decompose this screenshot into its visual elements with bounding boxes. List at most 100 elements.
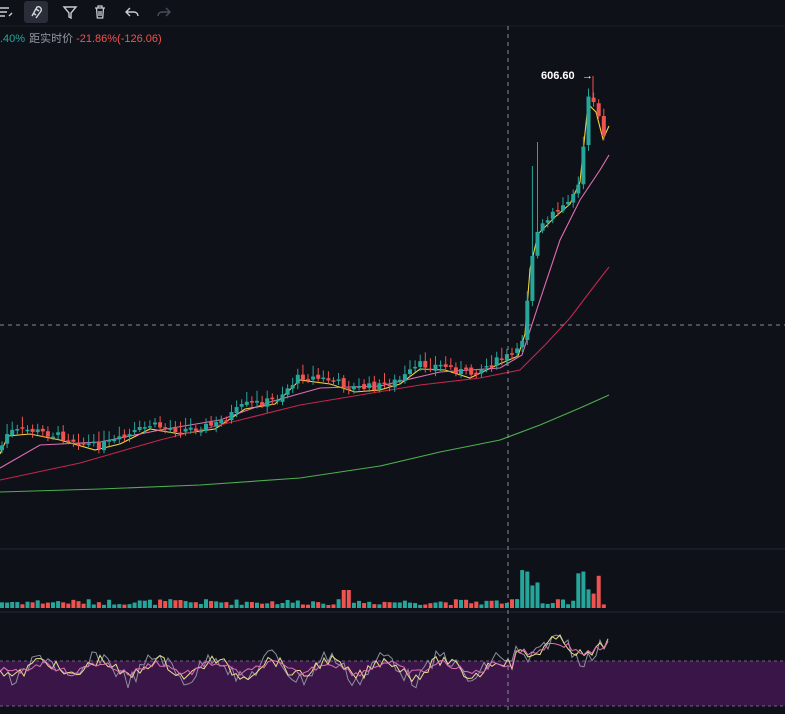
volume-bar bbox=[147, 599, 152, 608]
candle-body bbox=[530, 255, 535, 301]
candle-body bbox=[91, 441, 96, 444]
candle-body bbox=[377, 383, 382, 390]
volume-bar bbox=[392, 602, 397, 608]
volume-bar bbox=[132, 602, 137, 608]
volume-bar bbox=[285, 600, 290, 608]
volume-bar bbox=[351, 602, 356, 608]
volume-bar bbox=[596, 575, 601, 608]
volume-bar bbox=[35, 600, 40, 608]
candle-body bbox=[76, 443, 81, 446]
volume-bar bbox=[586, 589, 591, 608]
volume-bar bbox=[382, 601, 387, 608]
candle-body bbox=[484, 366, 489, 368]
change-percent: .40% bbox=[0, 33, 26, 45]
candle-body bbox=[535, 231, 540, 256]
volume-bar bbox=[576, 573, 581, 608]
volume-bar bbox=[535, 582, 540, 608]
distance-value: -21.86%(-126.06) bbox=[76, 33, 162, 45]
candle-body bbox=[86, 443, 91, 445]
volume-bar bbox=[117, 604, 122, 608]
volume-bar bbox=[402, 600, 407, 608]
volume-bar bbox=[397, 602, 402, 608]
candle-body bbox=[142, 427, 147, 429]
candle-body bbox=[367, 383, 372, 388]
volume-bar bbox=[331, 604, 336, 608]
candle-body bbox=[0, 445, 4, 451]
volume-bar bbox=[336, 599, 341, 608]
volume-bar bbox=[295, 600, 300, 608]
volume-bar bbox=[5, 602, 10, 608]
volume-bar bbox=[209, 601, 214, 608]
undo-icon[interactable] bbox=[120, 1, 144, 23]
volume-bar bbox=[280, 602, 285, 608]
volume-bar bbox=[158, 599, 163, 608]
volume-bar bbox=[188, 602, 193, 608]
filter-icon[interactable] bbox=[58, 1, 82, 23]
candle-body bbox=[132, 430, 137, 433]
volume-bar bbox=[168, 599, 173, 608]
volume-bar bbox=[25, 601, 30, 608]
candle-body bbox=[234, 407, 239, 413]
volume-bar bbox=[61, 602, 66, 608]
volume-bar bbox=[76, 601, 81, 608]
volume-bar bbox=[214, 601, 219, 608]
candle-body bbox=[270, 397, 275, 400]
distance-label: 距实时价 bbox=[29, 33, 74, 45]
volume-bar bbox=[504, 602, 509, 608]
volume-bar bbox=[408, 602, 412, 608]
volume-bar bbox=[137, 600, 142, 608]
candle-body bbox=[418, 361, 423, 367]
magnet-icon[interactable] bbox=[24, 1, 48, 23]
high-price-arrow: → bbox=[582, 70, 593, 82]
candle-body bbox=[601, 115, 606, 136]
volume-bar bbox=[448, 604, 453, 608]
candle-body bbox=[520, 340, 525, 348]
trash-icon[interactable] bbox=[88, 1, 112, 23]
candle-body bbox=[464, 367, 469, 370]
ma-fast-line bbox=[0, 102, 610, 455]
volume-bar bbox=[183, 601, 188, 608]
redo-icon bbox=[152, 1, 176, 23]
candle-body bbox=[163, 427, 168, 429]
candle-body bbox=[188, 427, 193, 430]
volume-bar bbox=[453, 599, 458, 608]
candle-body bbox=[61, 431, 66, 441]
volume-bar bbox=[346, 590, 351, 608]
volume-bar bbox=[112, 604, 117, 608]
candle-body bbox=[362, 384, 367, 389]
candle-body bbox=[341, 378, 346, 388]
high-price-label: 606.60 bbox=[541, 70, 575, 82]
ma-mid-line bbox=[0, 154, 610, 469]
volume-bar bbox=[198, 603, 203, 608]
candle-body bbox=[51, 436, 55, 439]
volume-bar bbox=[591, 593, 596, 608]
candle-body bbox=[5, 434, 10, 444]
volume-bar bbox=[163, 601, 168, 608]
candle-body bbox=[555, 210, 560, 212]
volume-bar bbox=[56, 601, 61, 608]
volume-bar bbox=[413, 603, 418, 608]
volume-bar bbox=[204, 599, 208, 608]
volume-bar bbox=[311, 601, 316, 608]
volume-bar bbox=[489, 600, 494, 608]
drawing-toolbar bbox=[0, 0, 785, 26]
candle-body bbox=[550, 211, 555, 219]
candle-body bbox=[20, 427, 25, 429]
candle-body bbox=[96, 441, 101, 449]
candle-body bbox=[402, 374, 407, 381]
volume-bar bbox=[418, 604, 423, 608]
volume-bars bbox=[0, 570, 606, 608]
candle-body bbox=[326, 378, 331, 381]
candle-body bbox=[45, 431, 50, 437]
volume-bar bbox=[581, 571, 586, 608]
volume-bar bbox=[561, 599, 565, 608]
candle-body bbox=[285, 388, 290, 395]
brush-list-icon[interactable] bbox=[0, 1, 18, 23]
candle-body bbox=[127, 434, 132, 437]
volume-bar bbox=[321, 603, 326, 608]
candle-body bbox=[168, 428, 173, 430]
volume-bar bbox=[540, 603, 545, 608]
candle-body bbox=[423, 360, 428, 368]
volume-bar bbox=[459, 599, 463, 608]
